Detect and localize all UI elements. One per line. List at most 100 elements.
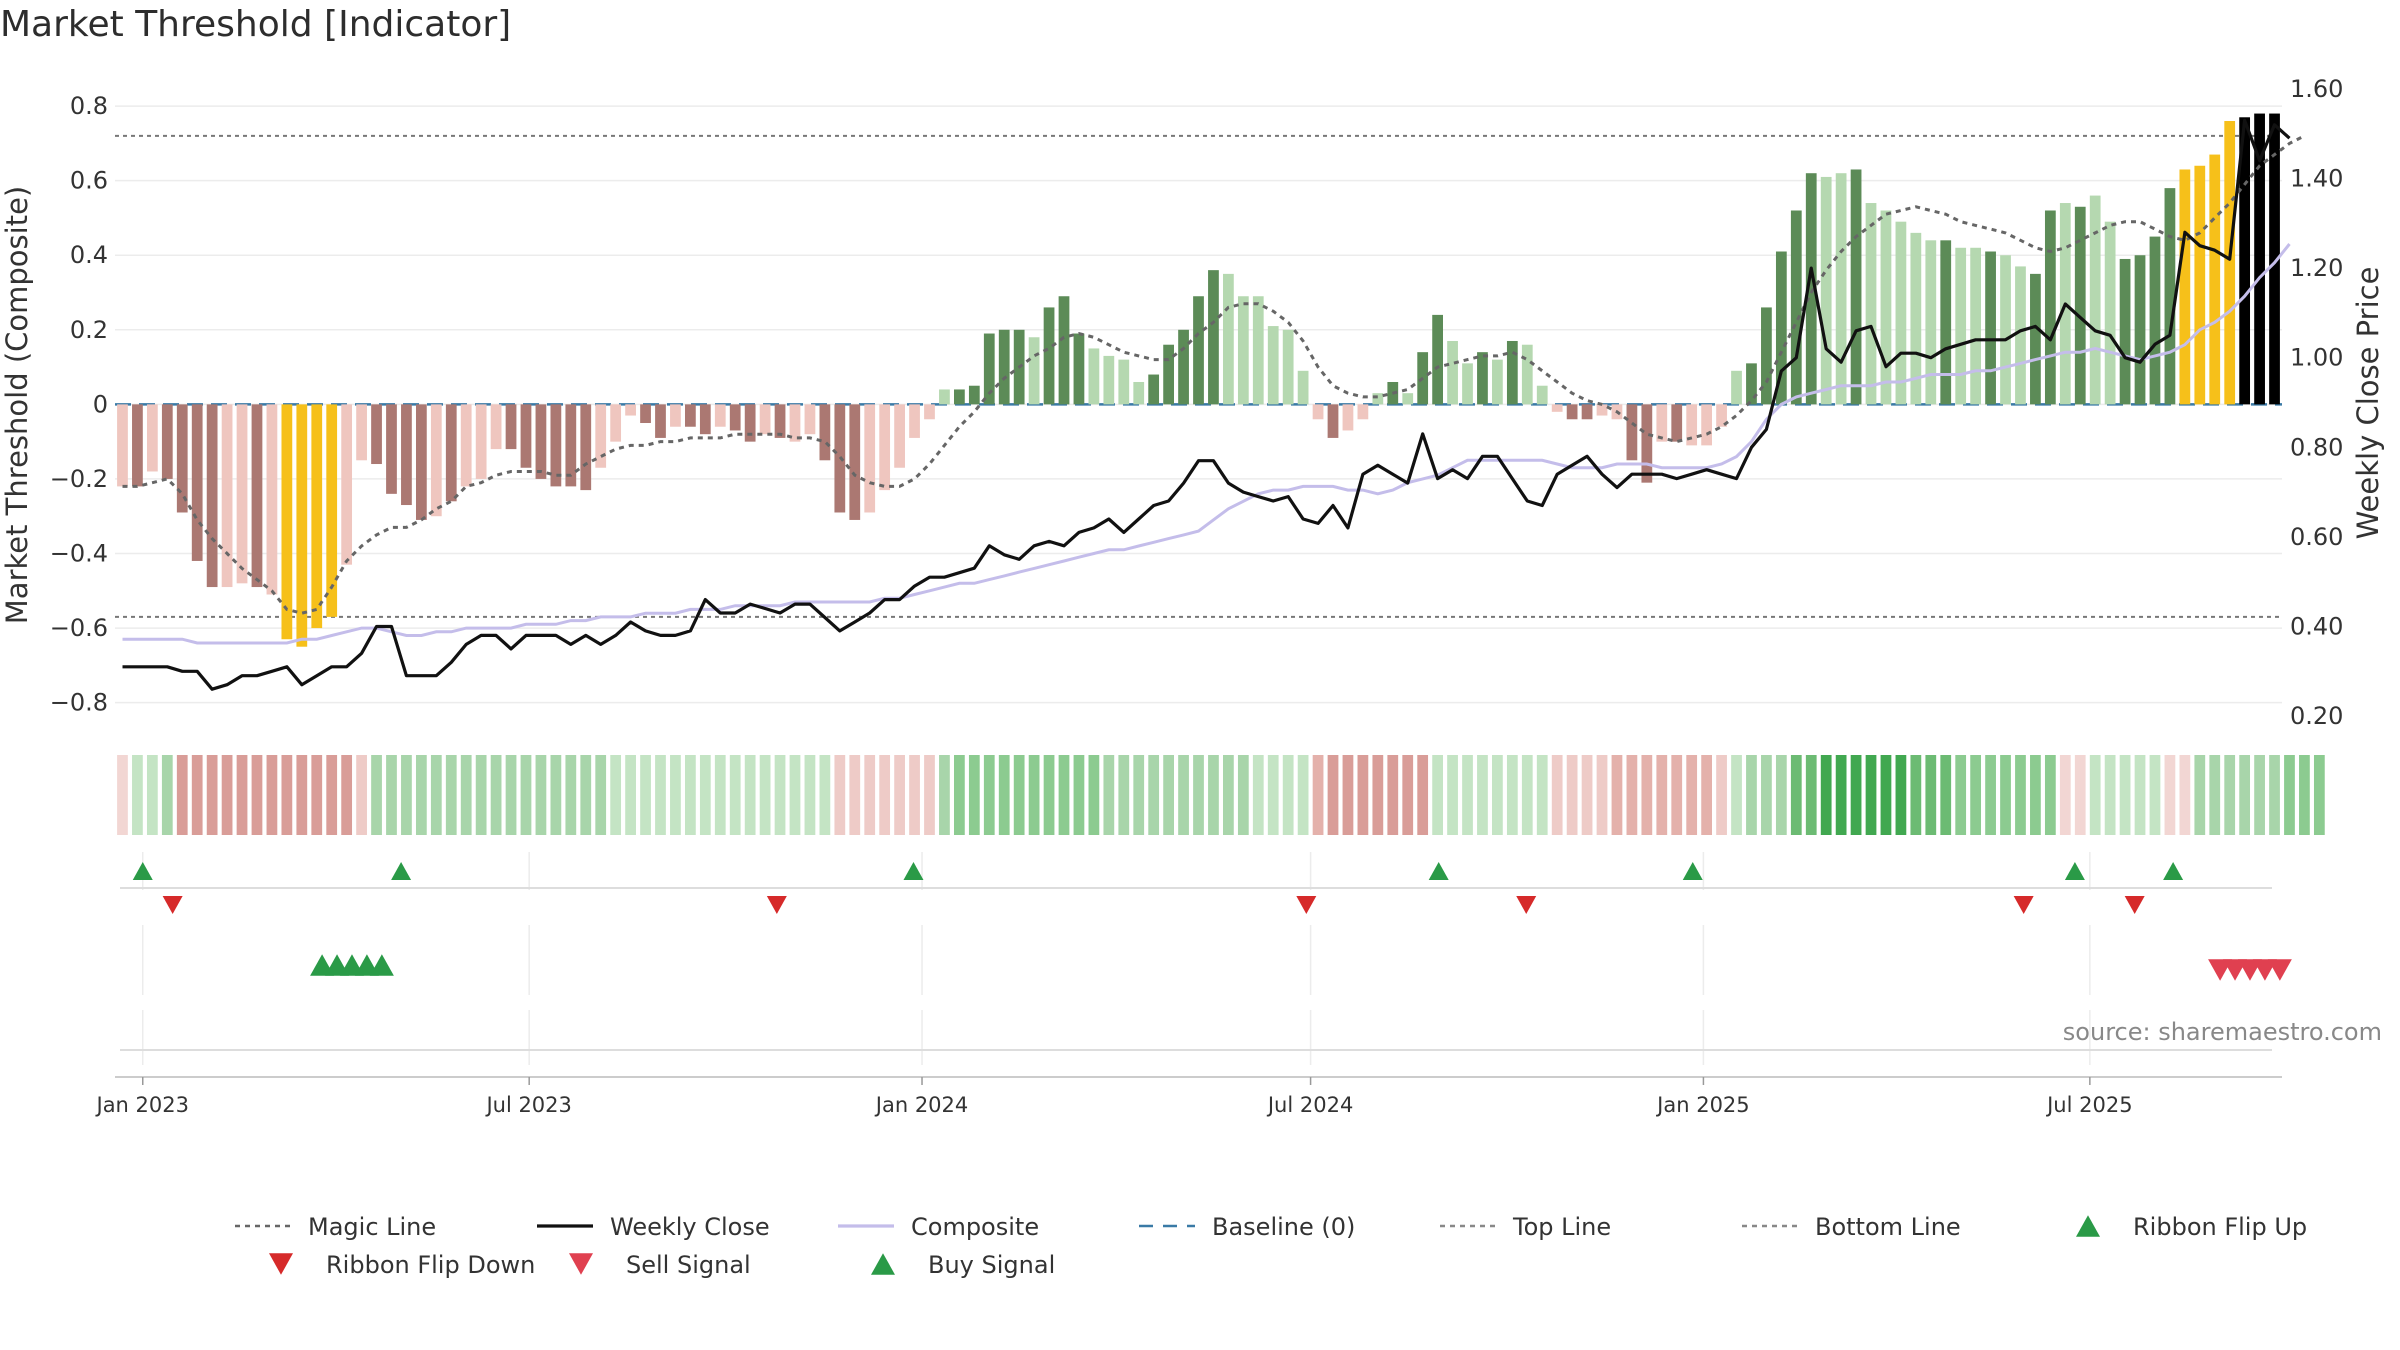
composite-bar — [640, 404, 651, 424]
legend-item: Top Line — [1440, 1213, 1611, 1241]
composite-bar — [1357, 404, 1369, 420]
date-axis: Jan 2023 Jul 2023 Jan 2024 Jul 2024 Jan 2025… — [95, 1077, 2133, 1117]
composite-bar — [1701, 404, 1713, 446]
ribbon-cell — [2119, 755, 2131, 835]
ribbon-cell — [221, 755, 233, 835]
legend-label: Composite — [911, 1213, 1039, 1241]
composite-bar — [595, 404, 607, 468]
ribbon-cell — [729, 755, 741, 835]
ribbon-cell — [849, 755, 861, 835]
composite-bar — [1835, 173, 1847, 405]
ribbon-cell — [1731, 755, 1742, 835]
composite-bar — [1850, 169, 1862, 405]
ribbon-cell — [266, 755, 278, 835]
ribbon-cell — [610, 755, 622, 835]
composite-bar — [1521, 344, 1533, 405]
legend-swatch-marker — [871, 1253, 895, 1275]
composite-bar — [1746, 363, 1757, 405]
ribbon-cell — [1372, 755, 1384, 835]
ribbon-cell — [1148, 755, 1160, 835]
ribbon-cell — [1701, 755, 1713, 835]
legend-label: Weekly Close — [610, 1213, 770, 1241]
composite-bar — [954, 389, 965, 405]
ribbon-cell — [2044, 755, 2056, 835]
ribbon-cell — [460, 755, 472, 835]
ribbon-cell — [1178, 755, 1189, 835]
composite-bar — [1028, 337, 1040, 405]
buy-signal-marker — [369, 954, 394, 976]
ribbon-cell — [2030, 755, 2041, 835]
composite-bar — [296, 404, 308, 647]
composite-bar — [132, 404, 143, 487]
composite-bar — [1058, 296, 1070, 405]
composite-bar — [789, 404, 801, 442]
composite-bar — [1805, 173, 1817, 405]
ribbon-cell — [954, 755, 965, 835]
composite-bar — [1790, 210, 1802, 405]
ribbon-cell — [445, 755, 457, 835]
composite-bar — [2149, 236, 2161, 405]
ribbon-cell — [191, 755, 203, 835]
composite-bar — [1492, 359, 1503, 405]
ribbon-cell — [2000, 755, 2011, 835]
ribbon-cell — [1133, 755, 1145, 835]
composite-bar — [1477, 352, 1488, 405]
composite-bar — [161, 404, 173, 479]
ribbon-cell — [1641, 755, 1653, 835]
ribbon-cell — [371, 755, 382, 835]
ribbon-cell — [1193, 755, 1204, 835]
ribbon-cell — [1208, 755, 1219, 835]
composite-bar — [759, 404, 771, 435]
ribbon-cell — [1058, 755, 1070, 835]
ribbon-cell — [1342, 755, 1354, 835]
ribbon-cell — [146, 755, 158, 835]
composite-bar — [1925, 240, 1937, 405]
ribbon-cell — [565, 755, 577, 835]
ribbon-flip-down-marker — [2124, 896, 2145, 914]
legend-swatch — [569, 1253, 593, 1275]
ribbon-cell — [879, 755, 891, 835]
right-tick-label: 0.40 — [2290, 612, 2343, 640]
ribbon-cell — [909, 755, 920, 835]
ribbon-cell — [206, 755, 218, 835]
ribbon-cell — [2015, 755, 2026, 835]
ribbon-cell — [1805, 755, 1817, 835]
legend-label: Baseline (0) — [1212, 1213, 1355, 1241]
composite-bar — [1880, 210, 1892, 405]
ribbon-cell — [670, 755, 681, 835]
composite-bar — [191, 404, 203, 561]
composite-bar — [520, 404, 532, 468]
composite-bar — [2134, 255, 2146, 405]
legend-item: Bottom Line — [1742, 1213, 1961, 1241]
ribbon-cell — [1536, 755, 1548, 835]
composite-bar — [1103, 355, 1115, 405]
composite-bar — [430, 404, 442, 517]
left-tick-label: 0.6 — [70, 167, 108, 195]
composite-bar — [1626, 404, 1638, 461]
signal-panels — [115, 852, 2282, 1078]
composite-bar — [2224, 121, 2236, 405]
composite-bar — [1970, 247, 1982, 405]
composite-bar — [1223, 273, 1234, 405]
composite-bar — [968, 385, 980, 405]
ribbon-cell — [386, 755, 397, 835]
composite-bar — [2089, 195, 2101, 405]
legend-label: Top Line — [1512, 1213, 1611, 1241]
ribbon-cell — [714, 755, 726, 835]
composite-bar — [1282, 329, 1294, 405]
composite-bar — [475, 404, 487, 479]
composite-bar — [2104, 221, 2116, 405]
composite-bar — [206, 404, 218, 588]
legend-item: Ribbon Flip Down — [269, 1251, 535, 1279]
composite-bar — [744, 404, 756, 442]
composite-bar — [1731, 370, 1742, 405]
ribbon-cell — [1656, 755, 1668, 835]
ribbon-flip-up-marker — [2064, 862, 2085, 880]
composite-bar — [670, 404, 681, 427]
right-axis-ticks: 0.20 0.40 0.60 0.80 1.00 1.20 1.40 1.60 — [2290, 75, 2343, 730]
ribbon-cell — [939, 755, 950, 835]
magic-line — [122, 134, 2306, 615]
legend-label: Ribbon Flip Up — [2133, 1213, 2307, 1241]
composite-bar — [655, 404, 666, 438]
composite-bar — [894, 404, 905, 468]
